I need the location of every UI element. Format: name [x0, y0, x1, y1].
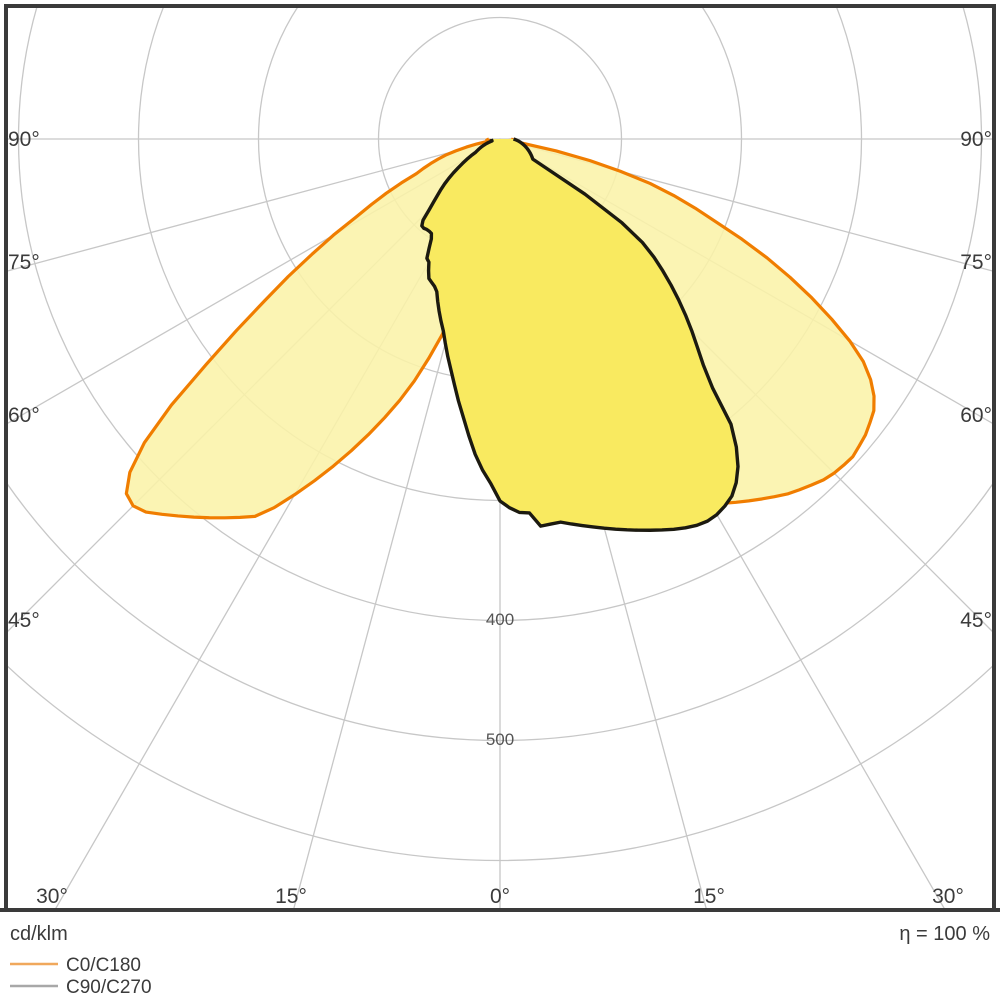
svg-text:15°: 15° [693, 885, 725, 908]
svg-text:0°: 0° [490, 885, 510, 908]
svg-text:60°: 60° [960, 404, 992, 427]
svg-text:30°: 30° [36, 885, 68, 908]
svg-text:η = 100 %: η = 100 % [899, 923, 990, 945]
svg-text:30°: 30° [932, 885, 964, 908]
svg-text:75°: 75° [960, 251, 992, 274]
svg-text:400: 400 [486, 610, 514, 629]
svg-text:cd/klm: cd/klm [10, 923, 68, 945]
svg-text:C0/C180: C0/C180 [66, 955, 141, 976]
svg-text:90°: 90° [960, 128, 992, 151]
svg-text:45°: 45° [8, 609, 40, 632]
svg-text:C90/C270: C90/C270 [66, 977, 152, 998]
svg-text:45°: 45° [960, 609, 992, 632]
svg-text:15°: 15° [275, 885, 307, 908]
svg-text:500: 500 [486, 730, 514, 749]
svg-text:90°: 90° [8, 128, 40, 151]
svg-text:75°: 75° [8, 251, 40, 274]
svg-text:60°: 60° [8, 404, 40, 427]
